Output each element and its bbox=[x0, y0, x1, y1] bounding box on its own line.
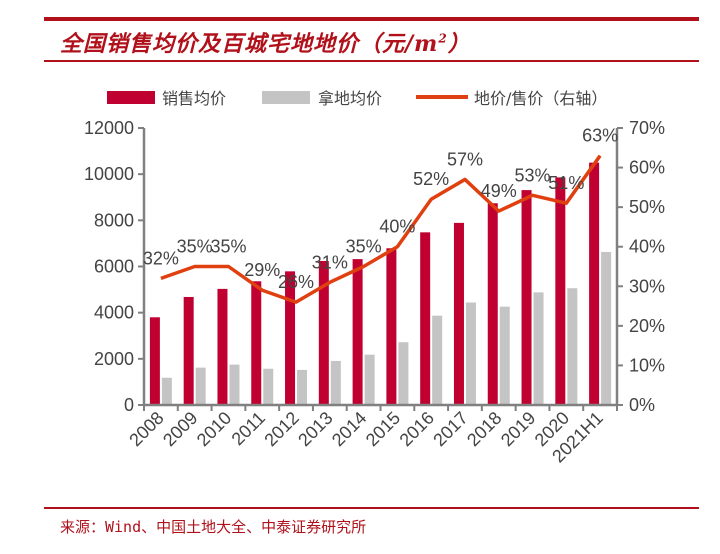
sales-bar bbox=[521, 190, 532, 405]
ratio-data-label: 63% bbox=[582, 126, 618, 146]
sales-bar bbox=[285, 271, 296, 405]
legend-label-sales: 销售均价 bbox=[162, 89, 226, 108]
land-bar bbox=[398, 342, 409, 405]
source-note: 来源：Wind、中国土地大全、中泰证券研究所 bbox=[60, 518, 367, 536]
right-axis-tick-label: 10% bbox=[629, 355, 665, 375]
x-axis-tick-label: 2012 bbox=[260, 408, 302, 450]
right-axis-tick-label: 50% bbox=[629, 197, 665, 217]
sales-bar bbox=[217, 288, 228, 405]
x-axis-tick-label: 2018 bbox=[463, 408, 505, 450]
ratio-data-label: 51% bbox=[548, 173, 584, 193]
legend-label-land: 拿地均价 bbox=[318, 89, 382, 108]
sales-bar bbox=[318, 260, 329, 405]
left-axis-tick-label: 0 bbox=[124, 395, 134, 415]
land-bar bbox=[432, 315, 443, 405]
sales-bar bbox=[589, 162, 600, 405]
land-bar bbox=[195, 367, 206, 405]
land-bar bbox=[567, 288, 578, 405]
title-rule bbox=[44, 60, 699, 62]
left-axis-tick-label: 4000 bbox=[94, 303, 134, 323]
ratio-data-label: 49% bbox=[481, 181, 517, 201]
legend-swatch-ratio bbox=[416, 95, 468, 99]
land-bar bbox=[499, 306, 510, 405]
data-labels: 32%35%35%29%26%31%35%40%52%57%49%53%51%6… bbox=[143, 126, 618, 292]
x-axis-tick-label: 2019 bbox=[497, 408, 539, 450]
right-axis-tick-label: 20% bbox=[629, 316, 665, 336]
left-axis-tick-label: 2000 bbox=[94, 349, 134, 369]
sales-bar bbox=[251, 281, 262, 405]
left-axis-tick-label: 12000 bbox=[84, 118, 134, 138]
left-y-axis: 0 2000 4000 6000 8000 10000 12000 bbox=[84, 118, 146, 415]
chart-title-text: 全国销售均价及百城宅地地价（元/m bbox=[60, 31, 439, 57]
left-axis-tick-label: 6000 bbox=[94, 257, 134, 277]
sales-bar bbox=[149, 317, 160, 405]
ratio-line-group bbox=[160, 154, 602, 304]
ratio-line bbox=[160, 154, 602, 304]
chart-title: 全国销售均价及百城宅地地价（元/m2） bbox=[60, 26, 471, 58]
right-axis-tick-label: 70% bbox=[629, 118, 665, 138]
ratio-data-label: 53% bbox=[515, 165, 551, 185]
right-axis-tick-label: 60% bbox=[629, 158, 665, 178]
top-rule bbox=[44, 17, 699, 21]
land-bar bbox=[533, 292, 544, 405]
legend: 销售均价 拿地均价 地价/售价（右轴） bbox=[107, 89, 607, 108]
bottom-rule bbox=[44, 507, 699, 509]
x-axis-tick-label: 2014 bbox=[328, 408, 370, 450]
ratio-data-label: 52% bbox=[413, 169, 449, 189]
land-bar bbox=[465, 302, 476, 405]
ratio-data-label: 32% bbox=[143, 248, 179, 268]
land-bar bbox=[263, 368, 274, 405]
sales-bar bbox=[555, 177, 566, 405]
land-bar bbox=[601, 251, 612, 405]
x-axis: 2008200920102011201220132014201520162017… bbox=[125, 403, 618, 466]
sales-bar bbox=[487, 203, 498, 405]
ratio-data-label: 35% bbox=[177, 237, 213, 257]
ratio-data-label: 35% bbox=[346, 237, 382, 257]
land-bar bbox=[364, 354, 375, 405]
sales-bar bbox=[386, 248, 397, 405]
x-axis-tick-label: 2009 bbox=[159, 408, 201, 450]
sales-bar bbox=[453, 222, 464, 405]
bars bbox=[149, 162, 612, 405]
right-axis-tick-label: 30% bbox=[629, 276, 665, 296]
land-bar bbox=[330, 360, 341, 405]
left-axis-tick-label: 10000 bbox=[84, 164, 134, 184]
x-axis-tick-label: 2010 bbox=[193, 408, 235, 450]
right-axis-tick-label: 0% bbox=[629, 395, 655, 415]
x-axis-tick-label: 2013 bbox=[294, 408, 336, 450]
legend-swatch-sales bbox=[107, 91, 155, 104]
land-bar bbox=[229, 364, 240, 405]
ratio-data-label: 26% bbox=[278, 272, 314, 292]
ratio-data-label: 31% bbox=[312, 252, 348, 272]
ratio-data-label: 35% bbox=[210, 237, 246, 257]
legend-swatch-land bbox=[262, 91, 310, 104]
sales-bar bbox=[183, 296, 194, 405]
sales-bar bbox=[420, 232, 431, 405]
land-bar bbox=[161, 377, 172, 405]
x-axis-tick-label: 2015 bbox=[362, 408, 404, 450]
ratio-data-label: 40% bbox=[379, 217, 415, 237]
ratio-data-label: 57% bbox=[447, 149, 483, 169]
left-axis-tick-label: 8000 bbox=[94, 210, 134, 230]
chart-title-tail: ） bbox=[447, 31, 471, 57]
right-axis-tick-label: 40% bbox=[629, 237, 665, 257]
x-axis-tick-label: 2011 bbox=[228, 408, 270, 450]
right-y-axis: 0% 10% 20% 30% 40% 50% 60% 70% bbox=[615, 118, 665, 415]
x-axis-tick-label: 2017 bbox=[429, 408, 471, 450]
chart-title-superscript: 2 bbox=[438, 31, 448, 46]
legend-label-ratio: 地价/售价（右轴） bbox=[474, 89, 607, 108]
land-bar bbox=[297, 369, 308, 405]
sales-bar bbox=[352, 259, 363, 405]
x-axis-tick-label: 2016 bbox=[396, 408, 438, 450]
ratio-data-label: 29% bbox=[244, 260, 280, 280]
